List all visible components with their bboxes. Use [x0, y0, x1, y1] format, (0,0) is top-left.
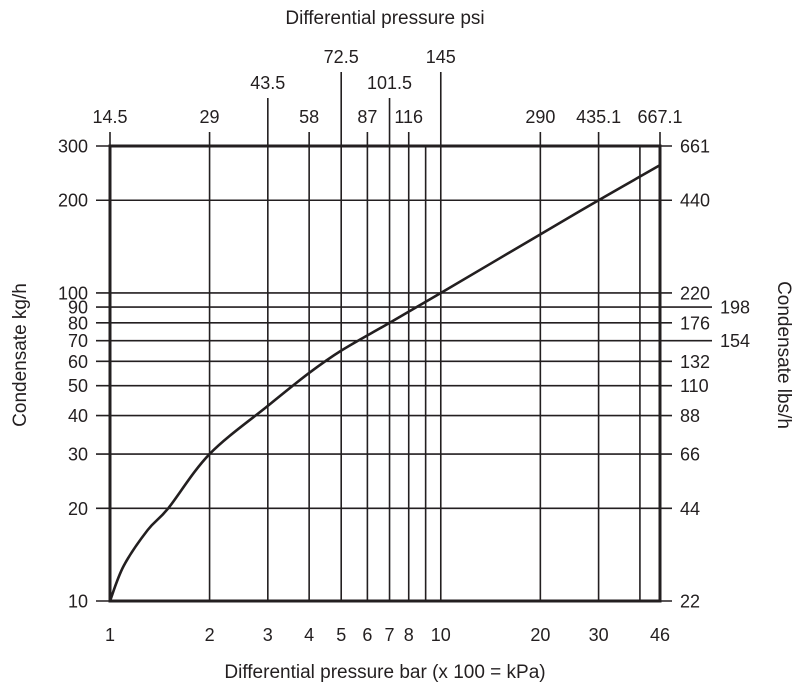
y-tick-label: 40	[68, 406, 88, 426]
y2-tick-label: 110	[680, 376, 709, 396]
y-tick-label: 50	[68, 376, 88, 396]
x2-tick-label: 14.5	[92, 107, 127, 127]
x2-tick-label: 116	[394, 107, 423, 127]
y-tick-label: 60	[68, 352, 88, 372]
y2-tick-label: 66	[680, 445, 700, 465]
y-axis-title: Condensate kg/h	[10, 283, 31, 427]
x-tick-label: 5	[336, 625, 346, 645]
x-axis-title: Differential pressure bar (x 100 = kPa)	[224, 662, 545, 683]
y-tick-label: 90	[68, 298, 88, 318]
y-tick-label: 200	[58, 191, 88, 211]
x2-tick-label: 58	[299, 107, 319, 127]
y2-tick-label: 132	[680, 352, 710, 372]
y-tick-label: 100	[58, 283, 88, 303]
y-tick-label: 70	[68, 331, 88, 351]
y2-tick-label: 176	[680, 313, 710, 333]
y2-tick-label: 198	[720, 298, 750, 318]
y-tick-label: 10	[68, 592, 88, 612]
x-tick-label: 2	[205, 625, 215, 645]
y2-tick-label: 88	[680, 406, 700, 426]
y2-axis-title: Condensate lbs/h	[773, 281, 794, 429]
y-tick-label: 30	[68, 445, 88, 465]
curve-layer	[108, 164, 661, 602]
y2-tick-label: 440	[680, 191, 710, 211]
tick-labels: 1020304050607080901002003002244668811013…	[58, 47, 750, 645]
x-tick-label: 6	[362, 625, 372, 645]
y2-tick-label: 661	[680, 137, 710, 157]
plot-frame	[108, 144, 662, 603]
y-tick-label: 20	[68, 499, 88, 519]
x-tick-label: 4	[304, 625, 314, 645]
x-tick-label: 7	[385, 625, 395, 645]
x2-axis-title: Differential pressure psi	[285, 8, 484, 29]
x2-tick-label: 667.1	[637, 107, 682, 127]
x2-tick-label: 101.5	[367, 73, 412, 93]
x2-tick-label: 290	[525, 107, 555, 127]
y-tick-label: 80	[68, 313, 88, 333]
y2-tick-label: 220	[680, 283, 710, 303]
y-tick-label: 300	[58, 137, 88, 157]
x2-tick-label: 72.5	[324, 47, 359, 67]
y2-tick-label: 154	[720, 331, 750, 351]
grid	[96, 72, 712, 602]
y2-tick-label: 44	[680, 499, 700, 519]
x-tick-label: 3	[263, 625, 273, 645]
x-tick-label: 30	[589, 625, 609, 645]
x2-tick-label: 43.5	[250, 73, 285, 93]
x-tick-label: 1	[105, 625, 115, 645]
x2-tick-label: 29	[200, 107, 220, 127]
x-tick-label: 46	[650, 625, 670, 645]
x2-tick-label: 145	[426, 47, 456, 67]
x-tick-label: 20	[530, 625, 550, 645]
x2-tick-label: 87	[357, 107, 377, 127]
x-tick-label: 10	[431, 625, 451, 645]
x-tick-label: 8	[404, 625, 414, 645]
condensate-curve	[108, 164, 661, 602]
y2-tick-label: 22	[680, 592, 700, 612]
x2-tick-label: 435.1	[576, 107, 621, 127]
